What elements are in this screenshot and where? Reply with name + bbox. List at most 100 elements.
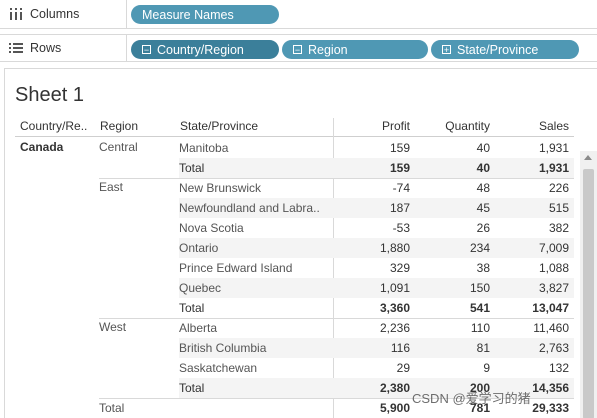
worksheet: Sheet 1 Country/Re.. Region State/Provin… [4, 68, 597, 418]
state-cell[interactable]: Alberta [179, 321, 218, 335]
sales-cell[interactable]: 11,460 [533, 321, 569, 335]
header-state[interactable]: State/Province [180, 119, 259, 133]
quantity-cell[interactable]: 781 [469, 401, 490, 415]
profit-cell[interactable]: 1,880 [379, 241, 410, 255]
state-cell[interactable]: British Columbia [179, 341, 267, 355]
profit-cell[interactable]: -74 [392, 181, 410, 195]
table-row[interactable]: British Columbia 116 81 2,763 [15, 338, 574, 358]
quantity-cell[interactable]: 110 [470, 321, 490, 335]
header-profit[interactable]: Profit [381, 119, 410, 133]
profit-cell[interactable]: 159 [389, 141, 410, 155]
region-cell[interactable]: West [99, 320, 127, 334]
profit-cell[interactable]: 1,091 [379, 281, 410, 295]
state-cell[interactable]: Saskatchewan [179, 361, 258, 375]
profit-cell[interactable]: 29 [396, 361, 410, 375]
grand-total-row[interactable]: Total 5,900 781 29,333 [15, 398, 574, 418]
vertical-scrollbar[interactable] [580, 151, 597, 418]
table-row[interactable]: Ontario 1,880 234 7,009 [15, 238, 574, 258]
table-row[interactable]: Newfoundland and Labra.. 187 45 515 [15, 198, 574, 218]
row-shading [179, 278, 574, 298]
state-cell[interactable]: Total [179, 301, 205, 315]
expand-icon[interactable]: + [442, 44, 451, 55]
sales-cell[interactable]: 14,356 [532, 381, 569, 395]
region-divider [99, 398, 574, 399]
quantity-cell[interactable]: 38 [476, 261, 490, 275]
state-cell[interactable]: Newfoundland and Labra.. [179, 201, 320, 215]
row-shading [179, 238, 574, 258]
pill-country-region[interactable]: − Country/Region [131, 40, 279, 59]
profit-cell[interactable]: 116 [390, 341, 410, 355]
profit-cell[interactable]: 159 [389, 161, 410, 175]
quantity-cell[interactable]: 40 [476, 161, 490, 175]
sales-cell[interactable]: 29,333 [532, 401, 569, 415]
row-shading [179, 338, 574, 358]
quantity-cell[interactable]: 81 [476, 341, 490, 355]
row-shading [179, 378, 574, 398]
profit-cell[interactable]: 3,360 [379, 301, 410, 315]
collapse-icon[interactable]: − [293, 44, 302, 55]
profit-cell[interactable]: 329 [389, 261, 410, 275]
pill-region[interactable]: − Region [282, 40, 428, 59]
sales-cell[interactable]: 2,763 [538, 341, 569, 355]
scroll-up-icon[interactable] [584, 155, 592, 160]
table-row[interactable]: Prince Edward Island 329 38 1,088 [15, 258, 574, 278]
header-quantity[interactable]: Quantity [445, 119, 490, 133]
profit-cell[interactable]: 5,900 [379, 401, 410, 415]
profit-cell[interactable]: 187 [389, 201, 410, 215]
state-cell[interactable]: Total [179, 161, 205, 175]
scrollbar-thumb[interactable] [583, 169, 594, 418]
quantity-cell[interactable]: 234 [469, 241, 490, 255]
table-row[interactable]: Saskatchewan 29 9 132 [15, 358, 574, 378]
subtotal-row[interactable]: Total 3,360 541 13,047 [15, 298, 574, 318]
pill-measure-names[interactable]: Measure Names [131, 5, 279, 24]
collapse-icon[interactable]: − [142, 44, 151, 55]
sales-cell[interactable]: 382 [548, 221, 569, 235]
quantity-cell[interactable]: 9 [483, 361, 490, 375]
sales-cell[interactable]: 1,931 [538, 141, 569, 155]
state-cell[interactable]: Prince Edward Island [179, 261, 293, 275]
table-row[interactable]: Quebec 1,091 150 3,827 [15, 278, 574, 298]
country-cell[interactable]: Canada [20, 140, 64, 154]
state-cell[interactable]: Quebec [179, 281, 222, 295]
table-row[interactable]: Alberta 2,236 110 11,460 [15, 318, 574, 338]
region-cell[interactable]: Central [99, 140, 138, 154]
profit-cell[interactable]: 2,380 [379, 381, 410, 395]
table-row[interactable]: Manitoba 159 40 1,931 [15, 138, 574, 158]
sales-cell[interactable]: 7,009 [538, 241, 569, 255]
state-cell[interactable]: Nova Scotia [179, 221, 244, 235]
quantity-cell[interactable]: 541 [469, 301, 490, 315]
quantity-cell[interactable]: 200 [469, 381, 490, 395]
header-country[interactable]: Country/Re.. [20, 119, 88, 133]
profit-cell[interactable]: 2,236 [379, 321, 410, 335]
state-cell[interactable]: Total [179, 381, 205, 395]
state-cell[interactable]: Manitoba [179, 141, 229, 155]
sales-cell[interactable]: 132 [548, 361, 569, 375]
region-cell[interactable]: East [99, 180, 124, 194]
quantity-cell[interactable]: 45 [476, 201, 490, 215]
subtotal-row[interactable]: Total 159 40 1,931 [15, 158, 574, 178]
grand-total-label[interactable]: Total [99, 401, 125, 415]
header-region[interactable]: Region [100, 119, 139, 133]
sales-cell[interactable]: 515 [548, 201, 569, 215]
watermark: CSDN @爱学习的猪 [412, 391, 531, 406]
table-row[interactable]: Nova Scotia -53 26 382 [15, 218, 574, 238]
subtotal-row[interactable]: Total 2,380 200 14,356 [15, 378, 574, 398]
state-cell[interactable]: New Brunswick [179, 181, 262, 195]
sales-cell[interactable]: 13,047 [532, 301, 569, 315]
sales-cell[interactable]: 1,088 [538, 261, 569, 275]
quantity-cell[interactable]: 40 [476, 141, 490, 155]
quantity-cell[interactable]: 26 [476, 221, 490, 235]
quantity-cell[interactable]: 48 [476, 181, 490, 195]
state-cell[interactable]: Ontario [179, 241, 219, 255]
rows-shelf-label: Rows [0, 35, 127, 61]
column-divider [333, 118, 334, 418]
sales-cell[interactable]: 1,931 [538, 161, 569, 175]
sales-cell[interactable]: 226 [548, 181, 569, 195]
sheet-title: Sheet 1 [15, 84, 84, 106]
profit-cell[interactable]: -53 [392, 221, 410, 235]
quantity-cell[interactable]: 150 [469, 281, 490, 295]
table-row[interactable]: New Brunswick -74 48 226 [15, 178, 574, 198]
header-sales[interactable]: Sales [538, 119, 569, 133]
pill-state-province[interactable]: + State/Province [431, 40, 579, 59]
sales-cell[interactable]: 3,827 [538, 281, 569, 295]
